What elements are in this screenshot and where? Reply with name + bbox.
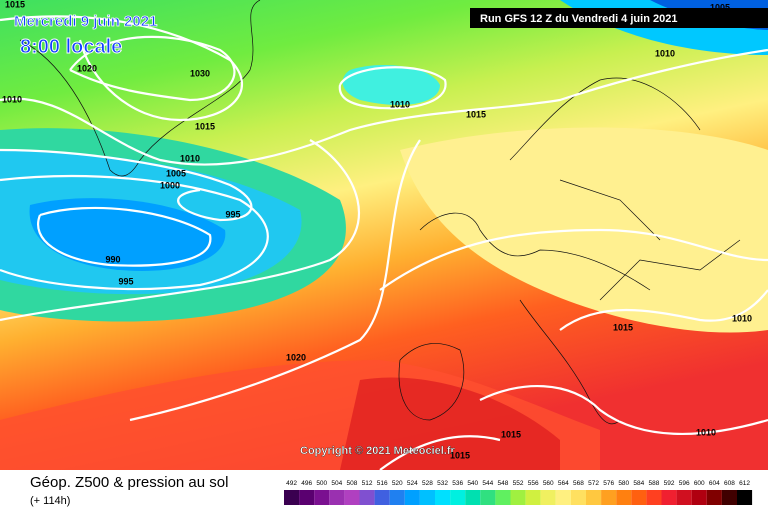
coastlines: [19, 0, 741, 425]
scale-swatch: [631, 490, 647, 505]
scale-label: 608: [724, 480, 735, 487]
scale-label: 544: [482, 480, 493, 487]
isobar-label: 1010: [2, 94, 22, 104]
scale-swatch: [450, 490, 466, 505]
isobar-label: 1015: [195, 121, 215, 131]
scale-swatch: [495, 490, 511, 505]
scale-label: 576: [603, 480, 614, 487]
scale-swatch: [570, 490, 586, 505]
scale-swatch: [329, 490, 345, 505]
isobar-label: 1010: [655, 48, 675, 58]
run-banner: [470, 8, 768, 28]
scale-label: 540: [467, 480, 478, 487]
scale-label: 600: [694, 480, 705, 487]
scale-swatch: [284, 490, 300, 505]
scale-swatch: [525, 490, 541, 505]
isobar-label: 995: [118, 276, 133, 286]
scale-swatch: [540, 490, 556, 505]
scale-swatch: [389, 490, 405, 505]
isobars: [0, 15, 768, 470]
isobar-label: 1015: [5, 0, 25, 9]
scale-label: 524: [407, 480, 418, 487]
scale-label: 568: [573, 480, 584, 487]
isobar-label: 1010: [180, 153, 200, 163]
isobar-label: 1015: [501, 429, 521, 439]
scale-swatch: [435, 490, 451, 505]
scale-label: 496: [301, 480, 312, 487]
scale-swatch: [616, 490, 632, 505]
scale-label: 508: [347, 480, 358, 487]
scale-label: 580: [618, 480, 629, 487]
footer-title: Géop. Z500 & pression au sol: [30, 474, 228, 491]
scale-swatch: [706, 490, 722, 505]
isobar-label: 1020: [286, 352, 306, 362]
scale-swatch: [419, 490, 435, 505]
scale-swatch: [721, 490, 737, 505]
scale-label: 588: [649, 480, 660, 487]
isobar-label: 1010: [390, 99, 410, 109]
scale-swatch: [480, 490, 496, 505]
scale-label: 572: [588, 480, 599, 487]
scale-swatch: [586, 490, 602, 505]
scale-swatch: [465, 490, 481, 505]
scale-swatch: [691, 490, 707, 505]
scale-label: 548: [498, 480, 509, 487]
scale-label: 536: [452, 480, 463, 487]
footer-lead: (+ 114h): [30, 495, 70, 507]
scale-label: 516: [377, 480, 388, 487]
time-text: 8:00 locale: [20, 36, 122, 58]
isobar-label: 1020: [77, 63, 97, 73]
isobar-label: 1015: [613, 322, 633, 332]
scale-swatch: [359, 490, 375, 505]
isobar-label: 1000: [160, 180, 180, 190]
scale-label: 560: [543, 480, 554, 487]
color-scale: 492 496 500 504 508 512 516 520 524 528 532 536 540 5…: [284, 480, 753, 505]
isobar-label: 1005: [710, 2, 730, 12]
field-band: [342, 65, 440, 105]
isobar-labels: 1015 1020 1030 1010 1010 1015 1015 1010 1005 1000…: [2, 0, 752, 460]
isobar-label: 1015: [466, 109, 486, 119]
isobar-label: 1010: [696, 427, 716, 437]
scale-swatch: [314, 490, 330, 505]
scale-label: 564: [558, 480, 569, 487]
scale-label: 592: [664, 480, 675, 487]
map: [0, 0, 768, 470]
scale-swatch: [299, 490, 315, 505]
scale-label: 532: [437, 480, 448, 487]
scale-swatch: [676, 490, 692, 505]
scale-label: 584: [633, 480, 644, 487]
field-band: [29, 198, 226, 271]
run-text: Run GFS 12 Z du Vendredi 4 juin 2021: [480, 13, 677, 25]
isobar-label: 1005: [166, 168, 186, 178]
scale-swatch: [661, 490, 677, 505]
isobar-label: 995: [225, 209, 240, 219]
isobar-label: 1030: [190, 68, 210, 78]
scale-label: 504: [331, 480, 342, 487]
scale-swatch: [737, 490, 753, 505]
scale-swatch: [646, 490, 662, 505]
scale-swatch: [510, 490, 526, 505]
isobar-label: 1010: [732, 313, 752, 323]
scale-label: 500: [316, 480, 327, 487]
scale-label: 512: [362, 480, 373, 487]
scale-swatch: [404, 490, 420, 505]
field-band: [340, 377, 560, 470]
date-text: Mercredi 9 juin 2021: [14, 13, 157, 30]
scale-label: 604: [709, 480, 720, 487]
scale-label: 528: [422, 480, 433, 487]
isobar-label: 990: [105, 254, 120, 264]
scale-swatch: [344, 490, 360, 505]
scale-label: 552: [513, 480, 524, 487]
isobar-label: 1015: [450, 450, 470, 460]
scale-swatch: [601, 490, 617, 505]
copyright: Copyright © 2021 Meteociel.fr: [300, 445, 456, 457]
scale-swatch: [374, 490, 390, 505]
scale-label: 556: [528, 480, 539, 487]
scale-label: 596: [679, 480, 690, 487]
scale-label: 520: [392, 480, 403, 487]
scale-label: 492: [286, 480, 297, 487]
scale-swatch: [555, 490, 571, 505]
scale-label: 612: [739, 480, 750, 487]
